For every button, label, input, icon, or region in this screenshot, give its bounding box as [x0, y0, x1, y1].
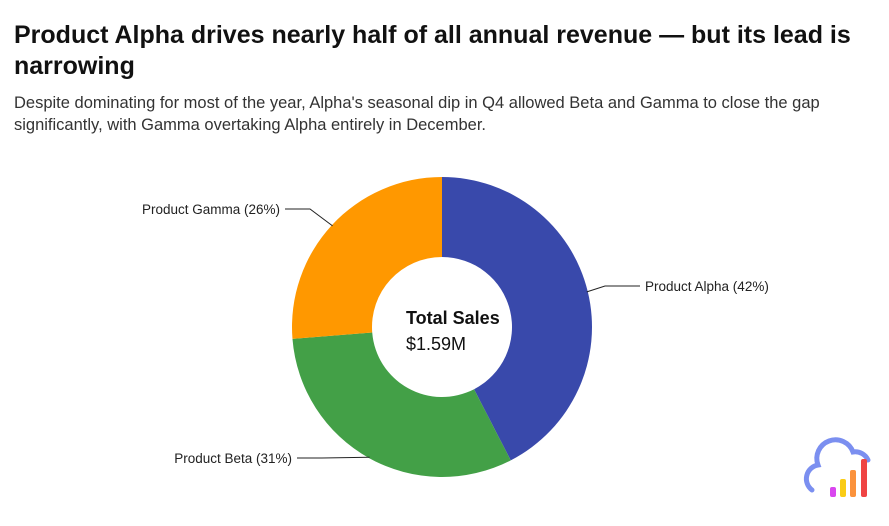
slice-label: Product Beta (31%)	[174, 451, 292, 466]
center-title: Total Sales	[406, 308, 500, 328]
slice-label: Product Alpha (42%)	[645, 279, 769, 294]
leader-line	[285, 208, 333, 227]
cloud-bar-chart-logo	[803, 437, 871, 497]
slice-product-beta	[292, 332, 511, 478]
slice-product-alpha	[442, 177, 592, 461]
center-value: $1.59M	[406, 334, 466, 354]
slice-label: Product Gamma (26%)	[142, 202, 280, 217]
chart-title: Product Alpha drives nearly half of all …	[14, 21, 851, 80]
leader-line	[586, 285, 640, 293]
leader-line	[297, 456, 370, 459]
chart-subtitle: Despite dominating for most of the year,…	[14, 94, 820, 134]
slice-product-gamma	[292, 177, 442, 339]
